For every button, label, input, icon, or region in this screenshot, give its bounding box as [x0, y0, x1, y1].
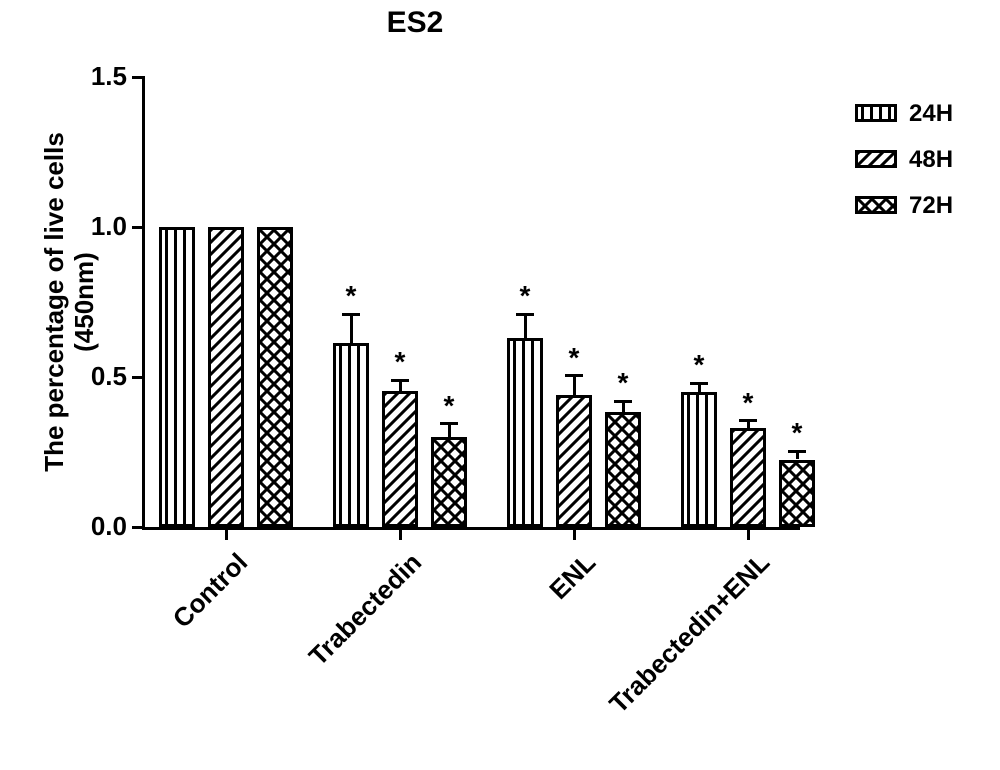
error-cap	[614, 400, 632, 403]
legend-swatch	[855, 196, 897, 214]
bar	[681, 392, 717, 527]
error-bar	[622, 401, 625, 412]
x-tick	[573, 530, 576, 540]
significance-marker: *	[510, 280, 540, 312]
bar	[779, 460, 815, 528]
error-bar	[350, 314, 353, 343]
y-tick	[132, 226, 145, 229]
legend: 24H 48H 72H	[855, 100, 995, 238]
error-bar	[399, 380, 402, 391]
significance-marker: *	[608, 367, 638, 399]
plot-area: 0.00.51.01.5ControlTrabectedin***ENL***T…	[145, 77, 800, 527]
x-tick	[399, 530, 402, 540]
bar	[507, 338, 543, 527]
legend-label: 72H	[909, 192, 953, 220]
legend-label: 24H	[909, 100, 953, 128]
error-bar	[524, 314, 527, 338]
error-bar	[573, 376, 576, 396]
x-tick	[225, 530, 228, 540]
bar	[730, 428, 766, 527]
significance-marker: *	[434, 390, 464, 422]
y-tick	[132, 526, 145, 529]
significance-marker: *	[336, 280, 366, 312]
bar	[556, 395, 592, 527]
y-axis	[142, 77, 145, 530]
significance-marker: *	[733, 387, 763, 419]
error-cap	[342, 313, 360, 316]
x-tick	[747, 530, 750, 540]
legend-swatch	[855, 104, 897, 122]
significance-marker: *	[559, 342, 589, 374]
error-cap	[516, 313, 534, 316]
x-axis	[142, 527, 800, 530]
bar	[382, 391, 418, 528]
legend-item: 24H	[855, 100, 995, 146]
significance-marker: *	[782, 417, 812, 449]
chart-container: ES20.00.51.01.5ControlTrabectedin***ENL*…	[0, 0, 1000, 770]
bar	[333, 343, 369, 528]
legend-label: 48H	[909, 146, 953, 174]
error-cap	[565, 374, 583, 377]
chart-title: ES2	[0, 6, 830, 40]
error-cap	[788, 450, 806, 453]
error-cap	[391, 379, 409, 382]
bar	[431, 437, 467, 527]
error-bar	[448, 424, 451, 438]
significance-marker: *	[385, 346, 415, 378]
y-axis-label: The percentage of live cells(450nm)	[40, 77, 100, 527]
significance-marker: *	[684, 349, 714, 381]
y-tick	[132, 76, 145, 79]
legend-swatch	[855, 150, 897, 168]
error-cap	[739, 419, 757, 422]
legend-item: 48H	[855, 146, 995, 192]
error-cap	[440, 422, 458, 425]
y-tick	[132, 376, 145, 379]
legend-item: 72H	[855, 192, 995, 238]
y-axis-label-line1: The percentage of live cells	[40, 77, 70, 527]
y-axis-label-line2: (450nm)	[70, 77, 100, 527]
bar	[208, 227, 244, 527]
bar	[159, 227, 195, 527]
bar	[257, 227, 293, 527]
bar	[605, 412, 641, 528]
error-cap	[690, 382, 708, 385]
